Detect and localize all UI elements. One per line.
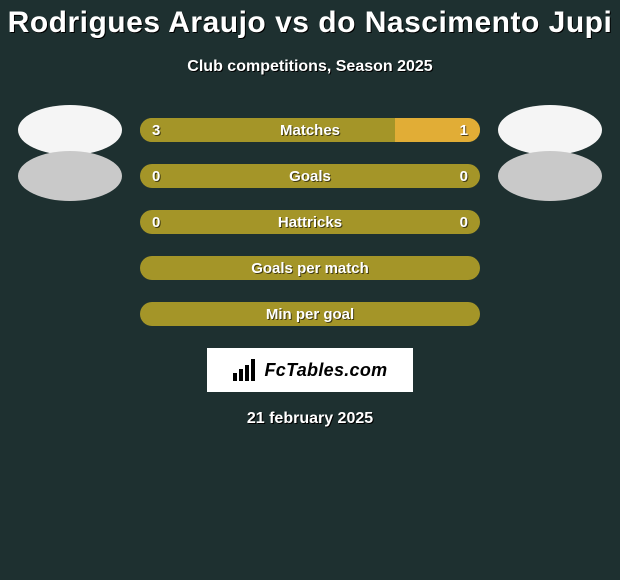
- player2-avatar: [498, 105, 602, 155]
- stat-bar: 0 0Goals: [140, 164, 480, 188]
- stat-row: Goals per match: [0, 256, 620, 280]
- player2-avatar: [498, 151, 602, 201]
- page-title: Rodrigues Araujo vs do Nascimento Jupi: [0, 6, 620, 40]
- stat-label: Goals per match: [140, 256, 480, 280]
- stat-rows: 31Matches00Goals00HattricksGoals per mat…: [0, 118, 620, 326]
- stat-bar: 0 0Hattricks: [140, 210, 480, 234]
- stat-label: Goals: [140, 164, 480, 188]
- stat-row: Min per goal: [0, 302, 620, 326]
- stat-value-player1: 0: [152, 164, 160, 188]
- branding-text: FcTables.com: [265, 360, 388, 381]
- stat-value-player2: 0: [460, 210, 468, 234]
- stats-card: Rodrigues Araujo vs do Nascimento Jupi C…: [0, 0, 620, 428]
- branding-badge: FcTables.com: [207, 348, 413, 392]
- page-subtitle: Club competitions, Season 2025: [0, 58, 620, 76]
- stat-bar: Min per goal: [140, 302, 480, 326]
- stat-row: 0 0Goals: [0, 164, 620, 188]
- bars-icon: [233, 359, 259, 381]
- player1-avatar: [18, 105, 122, 155]
- date-text: 21 february 2025: [0, 410, 620, 428]
- stat-value-player1: 0: [152, 210, 160, 234]
- stat-bar: Goals per match: [140, 256, 480, 280]
- stat-label: Min per goal: [140, 302, 480, 326]
- stat-value-player2: 0: [460, 164, 468, 188]
- stat-row: 31Matches: [0, 118, 620, 142]
- stat-label: Hattricks: [140, 210, 480, 234]
- bar-fill-player1: [140, 118, 395, 142]
- bar-fill-player2: [395, 118, 480, 142]
- stat-row: 0 0Hattricks: [0, 210, 620, 234]
- stat-bar: 31Matches: [140, 118, 480, 142]
- player1-avatar: [18, 151, 122, 201]
